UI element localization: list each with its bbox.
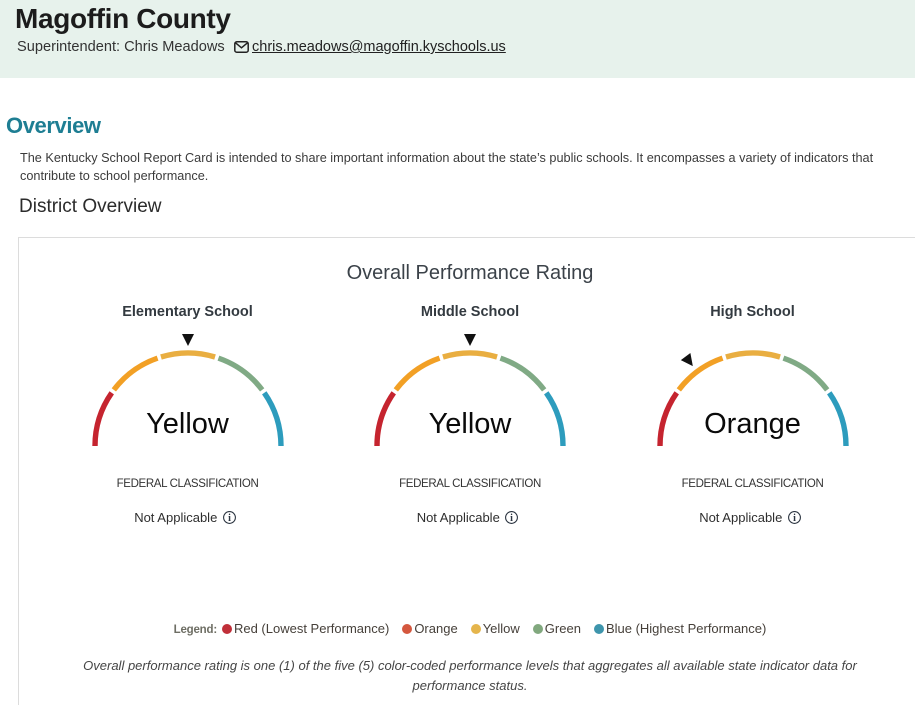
- svg-text:i: i: [510, 513, 513, 524]
- svg-text:i: i: [228, 513, 231, 524]
- svg-text:i: i: [793, 513, 796, 524]
